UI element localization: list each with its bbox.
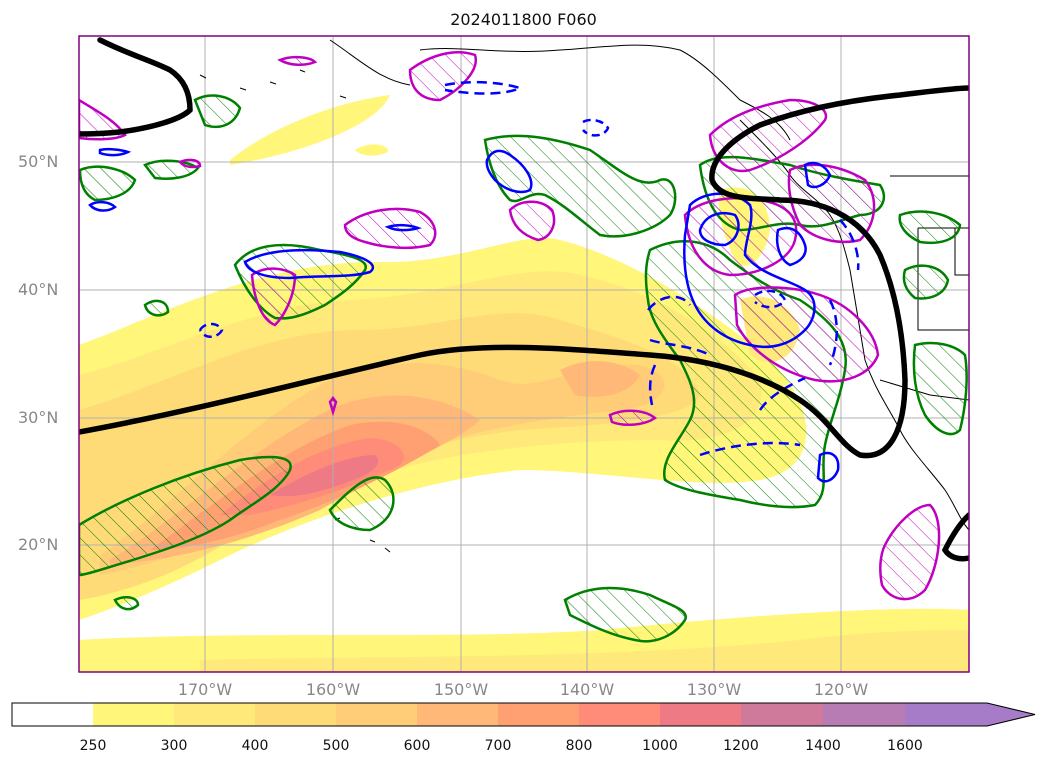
aleutian-islands — [199, 69, 347, 99]
blue-contour-coast — [683, 192, 816, 349]
magenta-contour-coast — [708, 98, 828, 173]
blue-contour-dashed-west — [198, 322, 224, 338]
map-frame — [78, 35, 970, 673]
magenta-contour-small2 — [177, 158, 202, 169]
filled-contours — [79, 95, 969, 672]
colorbar-tick-1600: 1600 — [887, 738, 923, 754]
lon-label-120w: 120°W — [813, 680, 869, 699]
map-area — [79, 36, 969, 672]
colorbar-segment-5 — [417, 703, 498, 726]
magenta-contour-30n — [328, 395, 338, 417]
colorbar-tick-700: 700 — [484, 738, 512, 754]
colorbar-segment-0 — [12, 703, 93, 726]
shade-250-north2 — [355, 144, 389, 156]
blue-contour-baja — [816, 451, 840, 483]
colorbar-segment-8 — [660, 703, 741, 726]
green-contour-hawaii — [328, 476, 395, 532]
blue-contour-nw — [243, 248, 375, 280]
green-contour-mx — [912, 341, 968, 436]
shade-250-north — [230, 95, 390, 165]
blue-contour-gulf — [485, 149, 533, 194]
colorbar-segment-4 — [336, 703, 417, 726]
blue-contour-ca — [775, 226, 807, 267]
colorbar-tick-250: 250 — [79, 738, 107, 754]
shade-1000 — [270, 455, 379, 497]
blue-contour-small2 — [384, 223, 422, 232]
map-title: 2024011800 F060 — [450, 10, 597, 29]
colorbar-tick-400: 400 — [241, 738, 269, 754]
blue-contour-dashed-alaska — [444, 80, 524, 95]
jet-line-main — [79, 85, 969, 459]
alaska-coast — [329, 39, 791, 141]
colorbar-outline — [11, 702, 1036, 727]
lat-label-20n: 20°N — [18, 535, 59, 554]
colorbar-segment-2 — [174, 703, 255, 726]
colorbar-segment-11 — [905, 703, 987, 726]
shade-300-south — [200, 630, 969, 672]
lon-label-160w: 160°W — [305, 680, 361, 699]
colorbar-tick-1000: 1000 — [642, 738, 678, 754]
lon-label-140w: 140°W — [559, 680, 615, 699]
magenta-contour-alaska — [408, 51, 478, 102]
green-contour-north1 — [79, 165, 137, 202]
blue-contours — [88, 80, 860, 483]
blue-contour-small3 — [88, 200, 117, 212]
colorbar-segment-10 — [823, 703, 905, 726]
blue-contour-coast-inner — [698, 211, 740, 247]
colorbar-tick-1400: 1400 — [805, 738, 841, 754]
green-contour-sw2 — [113, 596, 140, 611]
colorbar-tick-800: 800 — [565, 738, 593, 754]
blue-contour-dashed-main — [647, 219, 860, 457]
lat-label-50n: 50°N — [18, 152, 59, 171]
green-contour-south — [563, 586, 687, 643]
magenta-contour-baja — [879, 503, 941, 601]
colorbar-tick-500: 500 — [322, 738, 350, 754]
colorbar-tick-300: 300 — [160, 738, 188, 754]
colorbar-segment-1 — [93, 703, 174, 726]
colorbar-segment-3 — [255, 703, 336, 726]
blue-contour-small — [98, 147, 132, 157]
colorbar-tick-600: 600 — [403, 738, 431, 754]
green-contour-wa — [898, 210, 962, 244]
colorbar-segment-9 — [741, 703, 823, 726]
lat-label-30n: 30°N — [18, 408, 59, 427]
colorbar — [11, 702, 1036, 727]
magenta-contour-small1 — [277, 55, 318, 66]
lat-label-40n: 40°N — [18, 280, 59, 299]
green-contour-sw — [79, 455, 292, 577]
green-contour-nwsmall — [143, 299, 170, 317]
jet-line-baja — [941, 512, 969, 562]
lon-label-130w: 130°W — [686, 680, 742, 699]
magenta-contour-gulf — [508, 200, 556, 242]
lon-label-150w: 150°W — [433, 680, 489, 699]
colorbar-tick-1200: 1200 — [723, 738, 759, 754]
magenta-contour-nw — [250, 267, 297, 327]
blue-contour-dashed-ca — [754, 289, 787, 309]
magenta-contour-ca — [733, 286, 880, 383]
green-contour-gulf — [483, 134, 677, 238]
colorbar-segment-7 — [579, 703, 660, 726]
jet-lines — [79, 37, 969, 562]
shade-500-east — [560, 360, 640, 397]
green-contour-rockies — [902, 264, 950, 300]
colorbar-segment-6 — [498, 703, 579, 726]
magenta-contour-west-edge — [79, 98, 127, 141]
blue-contour-norcal — [803, 161, 832, 189]
colorbar-extend-arrow — [987, 703, 1035, 726]
magenta-contour-pac — [608, 409, 658, 427]
green-contour-north3 — [193, 94, 242, 129]
blue-contour-dashed-gulf — [582, 118, 610, 137]
jet-line-north — [79, 37, 193, 137]
magenta-contours — [79, 51, 941, 601]
lon-label-170w: 170°W — [177, 680, 233, 699]
